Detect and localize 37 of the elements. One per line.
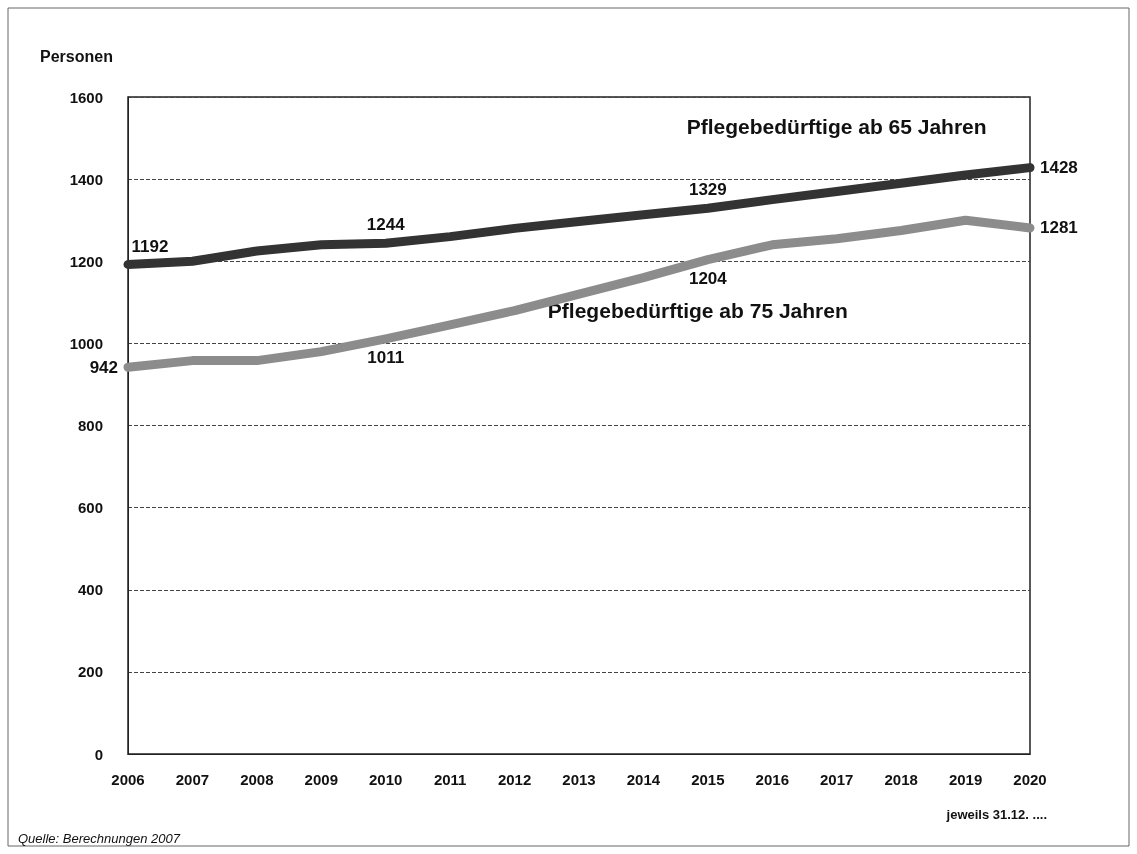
source-note: Quelle: Berechnungen 2007 (18, 831, 181, 846)
y-tick-label: 1000 (69, 334, 103, 352)
y-tick-label: 1400 (69, 170, 103, 188)
x-tick-label: 2014 (626, 771, 661, 788)
y-tick-label: 200 (77, 663, 103, 681)
data-label: 1428 (1040, 158, 1078, 178)
x-tick-label: 2020 (1013, 771, 1047, 788)
x-tick-label: 2008 (240, 771, 274, 788)
data-label: 1281 (1040, 218, 1078, 238)
y-tick-label: 800 (77, 417, 103, 434)
x-tick-label: 2017 (820, 771, 854, 788)
x-tick-label: 2019 (948, 771, 983, 788)
y-tick-label: 1600 (69, 88, 103, 106)
x-tick-label: 2012 (497, 771, 532, 788)
y-tick-label: 400 (77, 581, 103, 599)
y-tick-label: 600 (77, 499, 103, 517)
x-tick-label: 2006 (111, 771, 145, 788)
data-label: 1204 (688, 268, 728, 288)
data-label: 1011 (367, 347, 405, 367)
x-tick-label: 2007 (175, 771, 210, 788)
data-label: 1244 (366, 215, 406, 235)
x-tick-label: 2016 (755, 771, 789, 788)
y-tick-label: 0 (94, 745, 103, 763)
x-tick-label: 2013 (562, 771, 596, 788)
y-tick-label: 1200 (69, 252, 103, 270)
data-label: 942 (89, 357, 118, 377)
series-label: Pflegebedürftige ab 65 Jahren (686, 115, 987, 139)
text: jeweils 31.12. .... (945, 807, 1047, 822)
x-tick-label: 2010 (369, 771, 403, 788)
series-label: Pflegebedürftige ab 75 Jahren (547, 298, 848, 322)
x-tick-label: 2018 (884, 771, 918, 788)
y-axis-title: Personen (40, 47, 113, 65)
x-tick-label: 2015 (691, 771, 725, 788)
data-label: 1192 (131, 236, 169, 256)
data-label: 1329 (688, 180, 727, 200)
x-tick-label: 2011 (433, 771, 467, 788)
x-tick-label: 2009 (304, 771, 338, 788)
